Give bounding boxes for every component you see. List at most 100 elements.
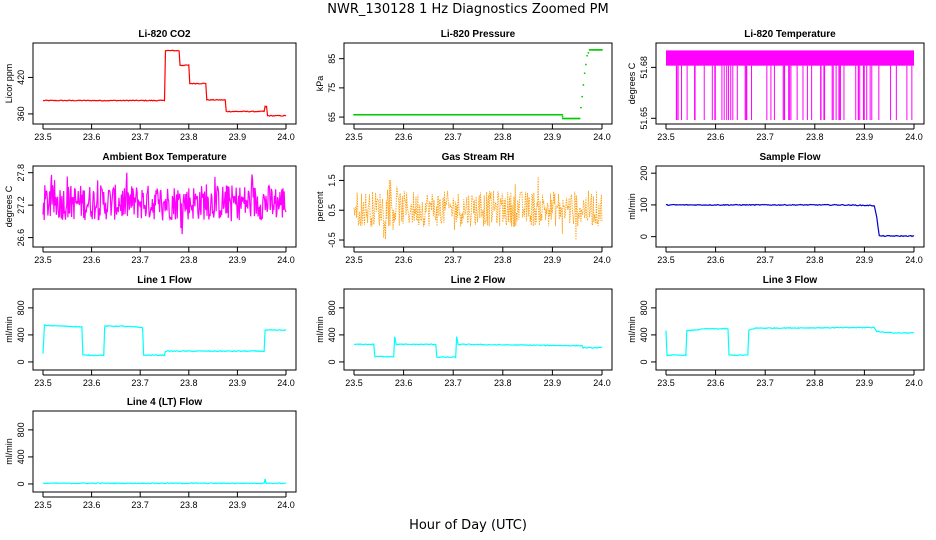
data-point <box>583 72 586 75</box>
panel-frame <box>32 288 297 371</box>
x-tick-label: 23.8 <box>180 255 198 265</box>
series-line-2-flow <box>353 336 603 359</box>
x-tick-label: 23.6 <box>83 255 101 265</box>
x-tick-label: 23.5 <box>34 255 52 265</box>
panel-title: Li-820 Pressure <box>441 29 516 40</box>
data-band <box>666 50 914 66</box>
x-tick-label: 24.0 <box>905 255 923 265</box>
x-tick-label: 23.8 <box>494 378 512 388</box>
data-point <box>580 106 582 109</box>
y-tick-label: 400 <box>16 449 26 464</box>
panel-title: Line 1 Flow <box>137 275 192 286</box>
panel-sample-flow: Sample Flow 23.5 23.6 23.7 23.8 23.9 24.0 0 100 2… <box>627 152 925 265</box>
panel-gas-stream-rh: Gas Stream RH 23.5 23.6 23.7 23.8 23.9 24.0 -0.… <box>315 152 613 265</box>
x-tick-label: 23.7 <box>444 255 462 265</box>
x-tick-label: 24.0 <box>593 378 611 388</box>
y-tick-label: 0 <box>639 359 649 364</box>
data-point <box>584 63 587 66</box>
y-tick-label: 51.68 <box>639 56 649 79</box>
y-tick-label: 0 <box>639 234 649 239</box>
x-tick-label: 23.8 <box>180 378 198 388</box>
x-tick-label: 23.5 <box>657 378 675 388</box>
panel-frame <box>32 165 297 248</box>
y-tick-label: 27.2 <box>16 196 26 214</box>
y-tick-label: 85 <box>327 54 337 64</box>
panel-ambient-box-temperature: Ambient Box Temperature 23.5 23.6 23.7 23.8 2… <box>4 152 297 265</box>
y-tick-label: 51.65 <box>639 107 649 130</box>
y-tick-label: 420 <box>16 70 26 85</box>
x-tick-label: 23.8 <box>806 255 824 265</box>
data-line <box>665 326 915 357</box>
x-tick-label: 23.6 <box>395 378 413 388</box>
y-tick-label: 200 <box>639 166 649 181</box>
data-point <box>561 113 564 116</box>
y-axis-label: ml/min <box>627 316 637 343</box>
y-tick-label: 800 <box>16 300 26 315</box>
x-tick-label: 23.7 <box>131 500 149 510</box>
x-tick-label: 23.7 <box>756 378 774 388</box>
y-axis-label: kPa <box>315 76 325 92</box>
y-tick-label: 27.8 <box>16 164 26 182</box>
x-tick-label: 23.7 <box>131 132 149 142</box>
panel-line-3-flow: Line 3 Flow 23.5 23.6 23.7 23.8 23.9 24.0 0 400 8… <box>627 275 925 388</box>
x-tick-label: 23.8 <box>494 132 512 142</box>
y-tick-label: 75 <box>327 83 337 93</box>
series-line-1-flow <box>42 323 287 357</box>
x-tick-label: 23.5 <box>345 378 363 388</box>
x-tick-label: 24.0 <box>905 378 923 388</box>
x-tick-label: 23.8 <box>180 132 198 142</box>
y-tick-label: 800 <box>327 300 337 315</box>
y-tick-label: 26.6 <box>16 229 26 247</box>
panel-title: Li-820 Temperature <box>744 29 836 40</box>
x-tick-label: 24.0 <box>277 132 295 142</box>
y-tick-label: 100 <box>639 197 649 212</box>
series-gas-stream-rh <box>353 176 603 240</box>
x-tick-label: 23.7 <box>444 378 462 388</box>
series-li-820-temperature <box>666 50 914 120</box>
x-tick-label: 23.9 <box>229 132 247 142</box>
x-tick-label: 23.9 <box>856 255 874 265</box>
data-point <box>588 49 591 51</box>
panel-frame <box>32 410 297 493</box>
x-tick-label: 23.6 <box>83 132 101 142</box>
x-tick-label: 23.9 <box>856 132 874 142</box>
x-tick-label: 23.6 <box>707 378 725 388</box>
y-tick-label: 360 <box>16 106 26 121</box>
panel-title: Line 4 (LT) Flow <box>127 397 203 408</box>
data-point <box>586 54 589 57</box>
panel-frame <box>32 42 297 125</box>
y-tick-label: 0 <box>16 481 26 486</box>
x-tick-label: 23.7 <box>756 255 774 265</box>
x-tick-label: 24.0 <box>277 255 295 265</box>
x-tick-label: 23.5 <box>345 132 363 142</box>
panel-frame <box>655 288 925 371</box>
data-line <box>353 176 603 240</box>
y-tick-label: 1.5 <box>327 174 337 187</box>
y-tick-label: 400 <box>327 327 337 342</box>
x-tick-label: 23.9 <box>544 378 562 388</box>
x-tick-label: 23.6 <box>395 255 413 265</box>
y-tick-label: 400 <box>16 327 26 342</box>
panel-line-1-flow: Line 1 Flow 23.5 23.6 23.7 23.8 23.9 24.0 0 400 8… <box>4 275 297 388</box>
panel-title: Line 2 Flow <box>451 275 506 286</box>
x-tick-label: 23.7 <box>756 132 774 142</box>
y-tick-label: 0 <box>16 359 26 364</box>
y-axis-label: ml/min <box>4 316 14 343</box>
panel-frame <box>655 165 925 248</box>
x-tick-label: 23.5 <box>34 132 52 142</box>
x-tick-label: 23.6 <box>395 132 413 142</box>
x-tick-label: 23.5 <box>345 255 363 265</box>
x-tick-label: 23.6 <box>83 378 101 388</box>
data-line <box>42 478 287 485</box>
series-li-820-pressure <box>353 49 603 120</box>
series-li-820-co2 <box>42 49 287 117</box>
panel-title: Sample Flow <box>759 152 820 163</box>
series-ambient-box-temperature <box>42 172 287 235</box>
y-tick-label: 800 <box>639 300 649 315</box>
panel-frame <box>343 165 613 248</box>
x-tick-label: 23.9 <box>229 378 247 388</box>
x-axis-caption: Hour of Day (UTC) <box>409 518 527 533</box>
panel-line-2-flow: Line 2 Flow 23.5 23.6 23.7 23.8 23.9 24.0 0 400 8… <box>315 275 613 388</box>
x-tick-label: 23.9 <box>229 255 247 265</box>
